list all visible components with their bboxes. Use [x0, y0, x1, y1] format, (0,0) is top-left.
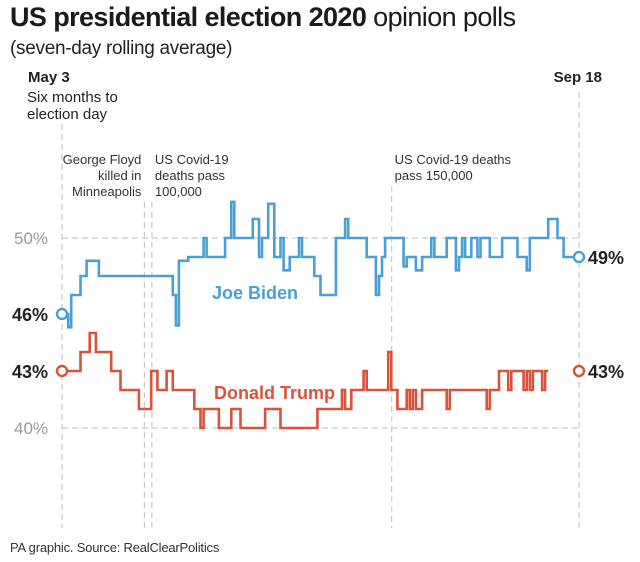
x-start-label: May 3: [28, 69, 70, 86]
series-start-point: [55, 364, 69, 378]
event-annotation: deaths pass: [155, 168, 226, 183]
series-start-label: 46%: [12, 305, 48, 325]
series-start-label: 43%: [12, 362, 48, 382]
event-annotation: US Covid-19 deaths: [395, 152, 512, 167]
series-end-label: 49%: [588, 248, 624, 268]
series-line-donald-trump: [62, 331, 549, 430]
event-annotation: Minneapolis: [72, 184, 142, 199]
title-light: opinion polls: [373, 2, 516, 32]
page-subtitle: (seven-day rolling average): [10, 38, 233, 59]
event-annotation: George Floyd: [63, 152, 142, 167]
event-annotation: pass 150,000: [395, 168, 473, 183]
series-name-label: Joe Biden: [212, 283, 298, 303]
event-annotation: killed in: [98, 168, 141, 183]
x-start-note: election day: [27, 106, 108, 123]
series-end-label: 43%: [588, 362, 624, 382]
x-start-note: Six months to: [27, 89, 118, 106]
event-annotation: US Covid-19: [155, 152, 229, 167]
series-line-joe-biden: [62, 200, 579, 329]
series-start-point: [55, 307, 69, 321]
x-end-label: Sep 18: [554, 69, 602, 86]
y-tick-label: 50%: [14, 229, 48, 248]
series-end-point: [572, 250, 586, 264]
y-tick-label: 40%: [14, 419, 48, 438]
event-annotation: 100,000: [155, 184, 202, 199]
series-end-point: [572, 364, 586, 378]
title-bold: US presidential election 2020: [10, 2, 367, 32]
source-note: PA graphic. Source: RealClearPolitics: [10, 540, 220, 555]
page-title: US presidential election 2020 opinion po…: [10, 2, 516, 33]
series-name-label: Donald Trump: [214, 383, 335, 403]
